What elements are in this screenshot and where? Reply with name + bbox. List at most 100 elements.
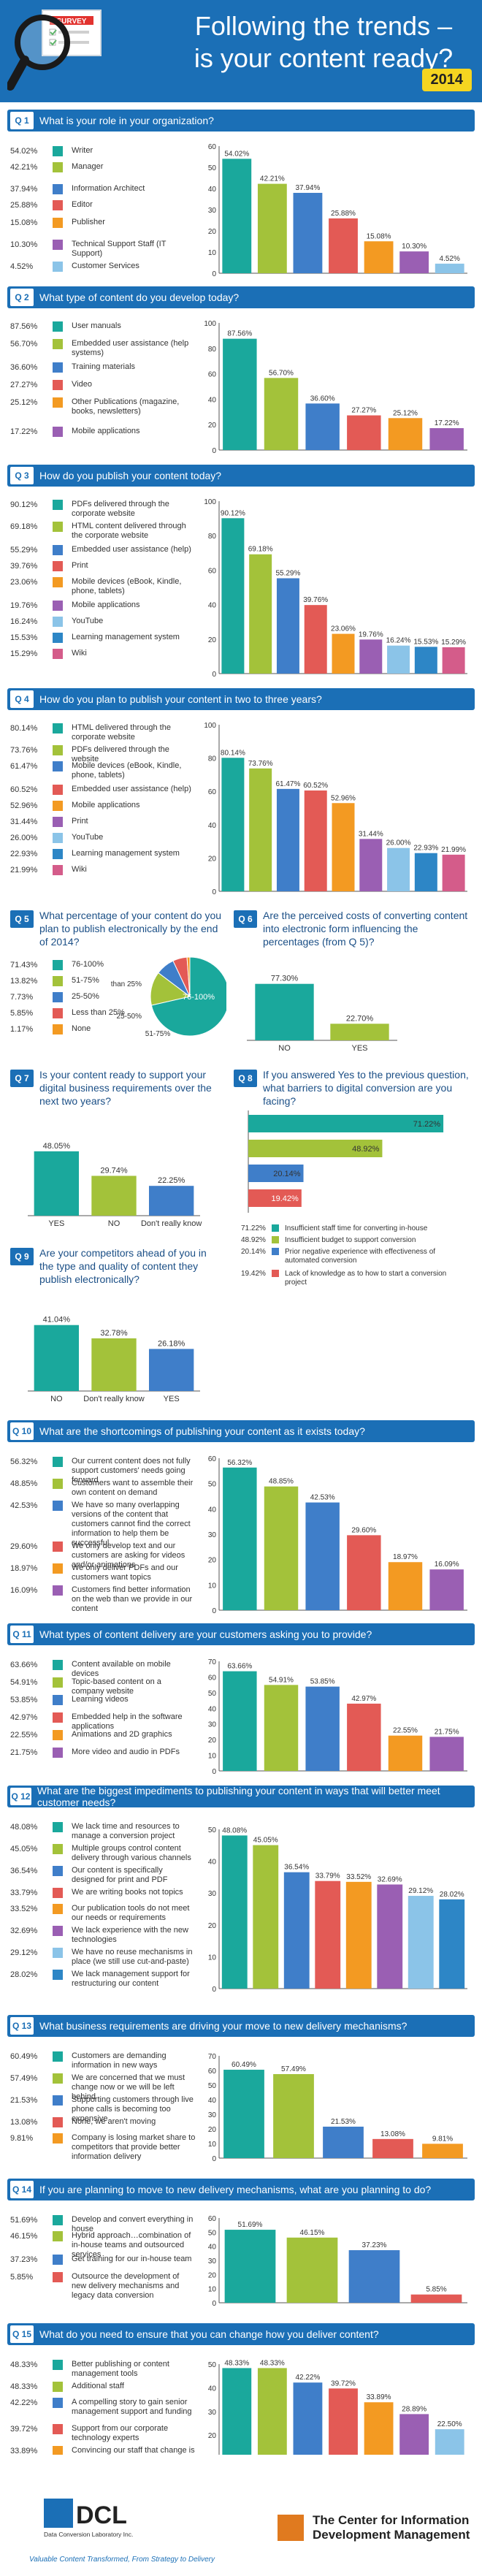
legend-value: 23.06% (10, 578, 38, 587)
y-tick-label: 40 (208, 602, 217, 610)
legend-row: 51.69% Develop and convert everything in … (10, 2215, 193, 2233)
bar-value-label: 77.30% (271, 975, 299, 983)
legend-value: 36.60% (10, 363, 38, 372)
category-label: NO (278, 1044, 291, 1053)
legend-label: None (72, 1024, 91, 1033)
legend-swatch (53, 865, 63, 875)
bar (372, 2138, 413, 2158)
legend-row: 48.33% Better publishing or content manag… (10, 2360, 193, 2382)
y-tick-label: 10 (208, 249, 217, 257)
bar (329, 218, 358, 273)
y-tick-label: 50 (208, 1826, 217, 1834)
bar-value-label: 37.23% (362, 2241, 387, 2249)
legend-row: 60.52% Embedded user assistance (help) (10, 785, 193, 801)
question-bar-q12: Q 12 What are the biggest impediments to … (7, 1785, 475, 1808)
question-text-q7: Is your content ready to support your di… (39, 1069, 212, 1107)
legend-row: 39.76% Print (10, 561, 193, 577)
legend-row: 23.06% Mobile devices (eBook, Kindle, pho… (10, 577, 193, 601)
legend-row: 42.21% Manager (10, 162, 193, 184)
legend-value: 53.85% (10, 1696, 38, 1704)
y-tick-label: 20 (208, 636, 217, 644)
bar-value-label: 69.18% (248, 546, 273, 554)
legend-swatch (53, 2117, 63, 2127)
legend-swatch (53, 1479, 63, 1489)
legend-row: 56.70% Embedded user assistance (help sys… (10, 339, 193, 362)
legend-label: HTML delivered through the corporate web… (72, 723, 171, 742)
bar (273, 2074, 314, 2158)
legend-swatch (53, 2398, 63, 2408)
legend-label: Lack of knowledge as to how to start a c… (285, 1270, 447, 1287)
legend-swatch (53, 2215, 63, 2225)
legend-row: 19.76% Mobile applications (10, 601, 193, 617)
legend-label: Company is losing market share to compet… (72, 2133, 196, 2161)
y-tick-label: 50 (208, 1481, 217, 1489)
legend-q8: 71.22% Insufficient staff time for conver… (241, 1224, 475, 1293)
question-number-q15: Q 15 (10, 2325, 34, 2343)
legend-swatch (53, 200, 63, 210)
legend-row: 48.85% Customers want to assemble their o… (10, 1479, 193, 1501)
legend-label: Prior negative experience with effective… (285, 1248, 436, 1265)
legend-value: 21.53% (10, 2096, 38, 2105)
bar-value-label: 56.70% (269, 369, 294, 377)
legend-label: Our publication tools do not meet our ne… (72, 1904, 190, 1922)
legend-swatch (53, 321, 63, 332)
legend-row: 42.22% A compelling story to gain senior … (10, 2398, 193, 2424)
legend-value: 56.32% (10, 1457, 38, 1466)
question-bar-q1: Q 1 What is your role in your organizatio… (7, 110, 475, 132)
bar-value-label: 39.76% (303, 596, 328, 604)
y-tick-label: 70 (208, 2053, 217, 2061)
bar-value-label: 60.49% (232, 2061, 256, 2069)
bar-value-label: 51.69% (238, 2221, 263, 2229)
legend-swatch (53, 2382, 63, 2392)
legend-label: We have no reuse mechanisms in place (we… (72, 1948, 193, 1966)
y-tick-label: 60 (208, 2215, 217, 2223)
legend-label: Wiki (72, 865, 87, 874)
legend-value: 87.56% (10, 322, 38, 331)
legend-swatch (53, 146, 63, 156)
legend-row: 1.17% None (10, 1024, 193, 1040)
bar-value-label: 42.97% (351, 1695, 376, 1703)
bar-value-label: 22.55% (393, 1727, 418, 1735)
bar-value-label: 53.85% (310, 1678, 335, 1686)
bar (330, 1024, 389, 1040)
bar-value-label: 29.60% (351, 1526, 376, 1534)
bar-value-label: 71.22% (413, 1120, 441, 1129)
question-text-q1: What is your role in your organization? (39, 115, 214, 126)
question-number-q5: Q 5 (10, 910, 34, 928)
legend-value: 18.97% (10, 1564, 38, 1573)
bar-value-label: 33.89% (367, 2393, 391, 2401)
bar-value-label: 63.66% (227, 1663, 252, 1671)
cidm-line-1: The Center for Information (313, 2513, 470, 2527)
legend-swatch (53, 522, 63, 532)
legend-swatch (53, 817, 63, 827)
legend-swatch (53, 1542, 63, 1552)
y-tick-label: 0 (212, 671, 216, 679)
bar-value-label: 60.52% (303, 782, 328, 790)
legend-label: Better publishing or content management … (72, 2360, 169, 2378)
legend-label: Get training for our in-house team (72, 2255, 192, 2263)
bar-value-label: 52.96% (331, 794, 356, 802)
y-tick-label: 40 (208, 186, 217, 194)
bar (359, 639, 383, 674)
legend-row: 46.15% Hybrid approach…combination of in-… (10, 2231, 193, 2259)
cidm-icon (278, 2515, 304, 2541)
question-bar-q3: Q 3 How do you publish your content today… (7, 465, 475, 487)
legend-value: 13.08% (10, 2118, 38, 2127)
legend-label: Embedded user assistance (help systems) (72, 339, 189, 357)
legend-label: PDFs delivered through the corporate web… (72, 500, 169, 518)
legend-swatch (53, 1970, 63, 1980)
legend-row: 48.33% Additional staff (10, 2382, 193, 2398)
dcl-logo-text: DCL (76, 2501, 127, 2529)
legend-value: 60.49% (10, 2052, 38, 2061)
legend-swatch (53, 2095, 63, 2106)
legend-value: 42.97% (10, 1713, 38, 1722)
legend-value: 48.33% (10, 2382, 38, 2391)
legend-label: Multiple groups control content delivery… (72, 1844, 191, 1862)
legend-row: 10.30% Technical Support Staff (IT Suppor… (10, 240, 193, 262)
y-tick-label: 40 (208, 1705, 217, 1713)
category-label: NO (50, 1395, 63, 1403)
legend-label: Other Publications (magazine, books, new… (72, 397, 180, 416)
legend-row: 37.94% Information Architect (10, 184, 193, 200)
legend-swatch (53, 2424, 63, 2434)
y-tick-label: 30 (208, 2409, 217, 2417)
